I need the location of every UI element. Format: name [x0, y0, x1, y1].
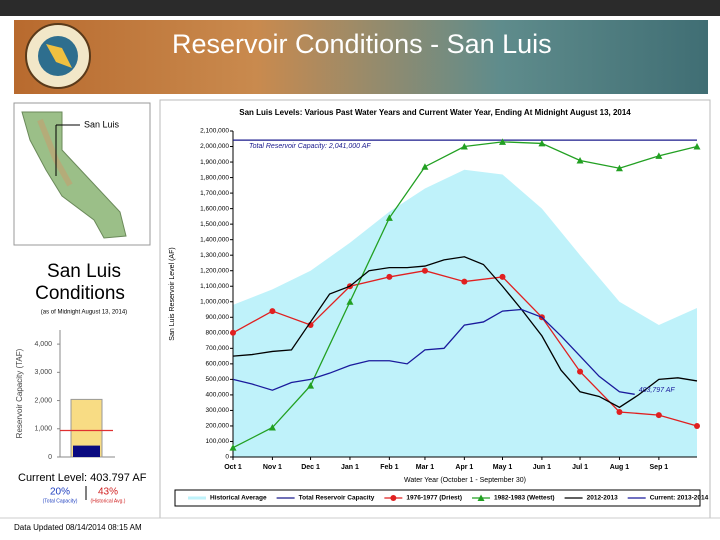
y-tick-label: 700,000 — [206, 345, 230, 352]
x-tick-label: May 1 — [493, 464, 513, 471]
y-tick-label: 900,000 — [206, 314, 230, 321]
legend-box — [174, 489, 701, 507]
marker — [499, 138, 507, 145]
marker — [390, 495, 397, 501]
y-tick-label: 1,100,000 — [200, 283, 229, 290]
y-tick-label: 400,000 — [206, 392, 230, 399]
marker — [386, 273, 393, 280]
page-title: Reservoir Conditions - San Luis — [172, 29, 552, 59]
marker — [538, 139, 546, 147]
chart-title: San Luis Levels: Various Past Water Year… — [239, 108, 631, 117]
as-of-note: (as of Midnight August 13, 2014) — [41, 310, 127, 316]
pct-total: 20% — [50, 487, 70, 498]
area — [233, 169, 697, 458]
x-axis-label: Water Year (October 1 - September 30) — [404, 477, 526, 484]
marker — [421, 267, 428, 274]
marker — [421, 163, 429, 170]
x-tick-label: Aug 1 — [610, 464, 630, 471]
marker — [385, 214, 393, 221]
banner — [14, 20, 708, 94]
legend-label: Historical Average — [210, 495, 267, 502]
marker — [229, 444, 237, 451]
marker — [499, 273, 506, 280]
x-tick-label: Jul 1 — [572, 464, 588, 471]
y-tick-label: 1,200,000 — [200, 267, 229, 274]
y-tick-label: 1,800,000 — [200, 174, 229, 181]
x-tick-label: Jun 1 — [533, 464, 551, 471]
marker — [477, 494, 485, 501]
marker — [655, 412, 662, 419]
marker — [616, 408, 623, 415]
marker — [577, 368, 584, 375]
marker — [230, 329, 236, 336]
x-tick-label: Apr 1 — [455, 464, 473, 471]
y-tick-label: 1,500,000 — [200, 221, 229, 228]
y-axis-label: Reservoir Capacity (TAF) — [15, 348, 24, 438]
marker — [307, 382, 315, 389]
y-tick-label: 1,000 — [34, 426, 52, 433]
y-tick-label: 4,000 — [34, 341, 52, 348]
logo-emblem — [46, 44, 72, 68]
y-tick-label: 1,700,000 — [200, 190, 229, 197]
annotation: Total Reservoir Capacity: 2,041,000 AF — [249, 143, 371, 150]
y-tick-label: 2,000,000 — [200, 143, 229, 150]
legend-label: 1976-1977 (Driest) — [406, 495, 462, 502]
marker — [269, 308, 276, 315]
y-tick-label: 100,000 — [206, 438, 230, 445]
legend-label: Current: 2013-2014 — [650, 495, 709, 502]
y-tick-label: 3,000 — [34, 369, 52, 376]
y-axis-label: San Luis Reservoir Level (AF) — [169, 247, 176, 340]
marker — [615, 164, 623, 172]
marker — [346, 298, 354, 305]
marker — [655, 152, 663, 159]
series-line — [232, 308, 635, 395]
y-tick-label: 1,000,000 — [200, 298, 229, 305]
y-tick-label: 800,000 — [206, 330, 230, 337]
marker — [268, 424, 276, 431]
marker — [693, 143, 701, 150]
current-bar — [73, 445, 100, 457]
pct-total-label: (Total Capacity) — [43, 498, 78, 504]
legend-label: 1982-1983 (Wettest) — [494, 495, 555, 502]
y-tick-label: 600,000 — [206, 361, 230, 368]
x-tick-label: Mar 1 — [416, 464, 434, 471]
marker — [576, 156, 584, 164]
top-bar — [0, 0, 720, 16]
annotation: 403,797 AF — [639, 387, 676, 394]
x-tick-label: Oct 1 — [224, 464, 242, 471]
current-level: Current Level: 403.797 AF — [18, 472, 147, 484]
y-tick-label: 2,000 — [34, 397, 52, 404]
y-tick-label: 1,300,000 — [200, 252, 229, 259]
pct-hist-label: (Historical Avg.) — [91, 498, 126, 504]
y-tick-label: 500,000 — [206, 376, 230, 383]
pct-hist: 43% — [98, 487, 118, 498]
y-tick-label: 2,100,000 — [200, 128, 229, 135]
legend-label: Total Reservoir Capacity — [299, 495, 375, 502]
conditions-title: Conditions — [35, 283, 125, 304]
x-tick-label: Jan 1 — [341, 464, 359, 471]
y-tick-label: 0 — [225, 454, 229, 461]
y-tick-label: 200,000 — [206, 423, 230, 430]
x-tick-label: Sep 1 — [650, 464, 669, 471]
updated-note: Data Updated 08/14/2014 08:15 AM — [14, 523, 142, 532]
marker — [460, 143, 468, 150]
legend-label: 2012-2013 — [587, 495, 618, 502]
y-tick-label: 1,400,000 — [200, 236, 229, 243]
y-tick-label: 0 — [48, 454, 52, 461]
x-tick-label: Nov 1 — [263, 464, 282, 471]
x-tick-label: Feb 1 — [380, 464, 398, 471]
y-tick-label: 1,600,000 — [200, 205, 229, 212]
conditions-title: San Luis — [47, 261, 121, 282]
y-tick-label: 300,000 — [206, 407, 230, 414]
x-tick-label: Dec 1 — [301, 464, 320, 471]
map-label: San Luis — [84, 119, 120, 129]
marker — [461, 278, 468, 285]
y-tick-label: 1,900,000 — [200, 159, 229, 166]
marker — [694, 422, 700, 429]
series-line — [232, 256, 698, 409]
